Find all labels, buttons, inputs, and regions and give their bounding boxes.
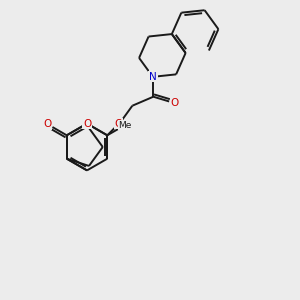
Text: Me: Me — [118, 121, 132, 130]
Text: O: O — [115, 119, 123, 129]
Text: O: O — [44, 119, 52, 129]
Text: Me: Me — [118, 121, 132, 130]
Text: O: O — [83, 118, 91, 129]
Text: N: N — [149, 71, 157, 81]
Text: O: O — [170, 98, 178, 108]
Text: N: N — [149, 71, 157, 81]
Text: O: O — [115, 119, 123, 129]
Text: O: O — [170, 98, 178, 108]
Text: O: O — [83, 118, 91, 129]
Text: N: N — [149, 72, 157, 82]
Text: O: O — [44, 119, 52, 129]
Text: N: N — [149, 72, 157, 82]
